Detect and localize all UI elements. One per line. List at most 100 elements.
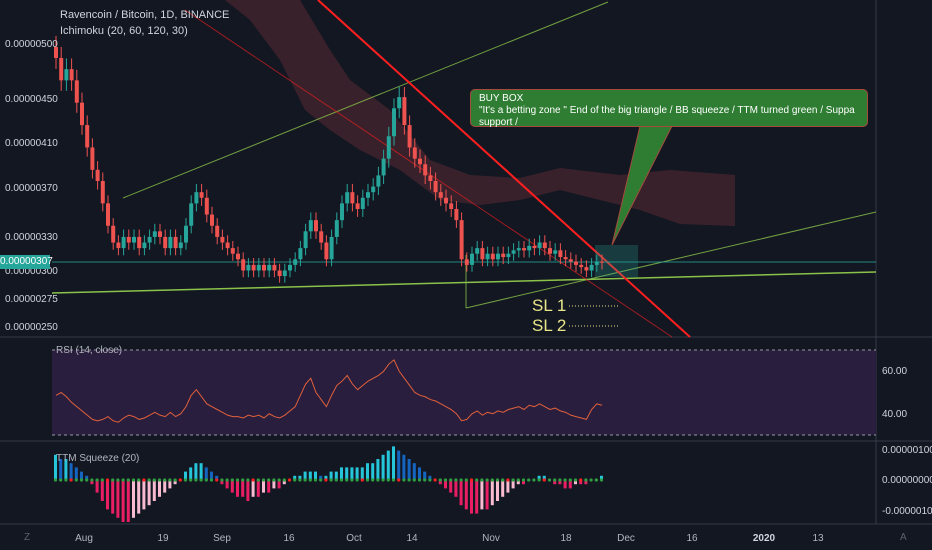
secondary-downtrend-line[interactable] <box>184 9 673 338</box>
auto-scale-icon[interactable]: A <box>900 532 907 543</box>
squeeze-dot <box>163 478 167 482</box>
candle-body <box>371 186 376 193</box>
squeeze-dot <box>251 478 255 482</box>
squeeze-dot <box>459 478 463 482</box>
buy-box-callout[interactable]: BUY BOX "It's a betting zone " End of th… <box>470 89 868 128</box>
candle-body <box>303 231 308 249</box>
squeeze-dot <box>69 478 73 482</box>
ttm-bar <box>241 480 245 497</box>
candle-body <box>69 69 74 81</box>
ttm-bar <box>423 471 427 480</box>
ttm-bar <box>111 480 115 514</box>
squeeze-dot <box>360 478 364 482</box>
candle-body <box>121 236 126 249</box>
ttm-bar <box>158 480 161 497</box>
ttm-bar <box>230 480 234 493</box>
squeeze-dot <box>449 478 453 482</box>
squeeze-dot <box>355 478 359 482</box>
squeeze-dot <box>308 478 312 482</box>
squeeze-dot <box>59 478 63 482</box>
candle-body <box>600 261 604 263</box>
main-downtrend-line[interactable] <box>317 0 691 338</box>
squeeze-dot <box>137 478 141 482</box>
squeeze-dot <box>469 478 474 482</box>
squeeze-dot <box>412 478 416 482</box>
ttm-bar <box>59 459 63 480</box>
squeeze-dot <box>386 478 390 482</box>
ttm-bar <box>459 480 463 506</box>
ttm-bar <box>579 480 583 485</box>
candle-body <box>184 225 188 243</box>
ttm-bar <box>480 480 484 510</box>
candle-body <box>194 192 199 204</box>
candle-body <box>516 248 521 251</box>
candle-body <box>100 181 105 204</box>
squeeze-dot <box>553 478 557 482</box>
upper-trendline[interactable] <box>122 1 609 199</box>
squeeze-dot <box>267 478 271 482</box>
support-trendline[interactable] <box>51 271 877 294</box>
candle-body <box>542 242 547 249</box>
price-tick: 0.00000410 <box>5 138 58 149</box>
squeeze-dot <box>298 478 302 482</box>
rsi-band <box>52 350 876 435</box>
ttm-bar <box>563 480 567 489</box>
ttm-bar <box>438 480 442 485</box>
ttm-bar <box>324 475 328 480</box>
squeeze-dot <box>282 478 286 482</box>
ttm-bar <box>553 480 557 485</box>
squeeze-dot <box>183 478 188 482</box>
candle-body <box>568 259 573 262</box>
ttm-bar <box>168 480 172 489</box>
ttm-bar <box>189 467 193 480</box>
ichimoku-cloud <box>225 0 735 226</box>
squeeze-dot <box>573 478 578 482</box>
ttm-bar <box>568 480 572 489</box>
rsi-line <box>55 359 603 423</box>
lower-channel-line[interactable] <box>465 211 877 309</box>
indicator-label: Ichimoku (20, 60, 120, 30) <box>60 25 188 37</box>
candle-body <box>199 192 204 198</box>
candle-body <box>272 264 277 271</box>
buy-box[interactable] <box>595 245 638 277</box>
squeeze-dot <box>501 478 505 482</box>
squeeze-dot <box>485 478 489 482</box>
candle-body <box>319 231 324 243</box>
squeeze-dot <box>397 478 401 482</box>
rsi-tick: 60.00 <box>882 366 908 377</box>
ttm-bar <box>334 471 338 480</box>
candle-body <box>126 236 131 243</box>
ttm-bar <box>402 454 406 480</box>
squeeze-dot <box>558 478 562 482</box>
squeeze-dot <box>261 478 266 482</box>
squeeze-dot <box>521 478 526 482</box>
candle-body <box>64 69 69 81</box>
squeeze-dot <box>402 478 406 482</box>
ttm-bar <box>126 480 130 522</box>
ttm-bar <box>220 480 224 485</box>
candle-body <box>537 242 542 249</box>
sl2-label: SL 2 <box>532 316 567 335</box>
ttm-bar <box>147 480 151 506</box>
candle-body <box>262 264 266 271</box>
ttm-bar <box>496 480 499 501</box>
candle-body <box>220 236 225 243</box>
squeeze-dot <box>345 478 349 482</box>
candle-body <box>314 220 318 232</box>
squeeze-dot <box>516 478 520 482</box>
ttm-bar <box>542 475 546 480</box>
squeeze-dot <box>121 478 125 482</box>
price-tick: 0.00000300 <box>5 266 58 277</box>
ttm-bar <box>418 467 421 480</box>
squeeze-dot <box>235 478 240 482</box>
candle-body <box>589 264 594 271</box>
ttm-bar <box>537 475 541 480</box>
time-tick: 2020 <box>752 533 776 544</box>
timezone-icon[interactable]: Z <box>24 532 31 543</box>
ttm-bar <box>381 454 385 480</box>
candle-body <box>215 225 220 237</box>
candle-body <box>548 248 552 254</box>
ttm-bar <box>137 480 141 514</box>
candle-body <box>298 248 303 260</box>
